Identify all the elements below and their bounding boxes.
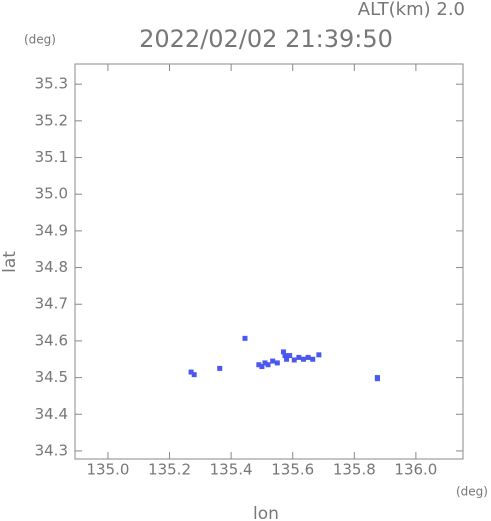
y-tick-label: 35.0 xyxy=(35,185,68,203)
y-tick-label: 35.1 xyxy=(35,148,68,166)
y-tick-label: 34.4 xyxy=(35,405,68,423)
plot-frame xyxy=(74,63,464,460)
echo-point xyxy=(217,365,223,371)
echo-point xyxy=(305,354,311,360)
y-tick-label: 34.9 xyxy=(35,221,68,239)
echo-point xyxy=(191,372,197,378)
y-tick-label: 35.3 xyxy=(35,75,68,93)
x-tick-label: 135.0 xyxy=(86,461,129,479)
echo-point xyxy=(300,356,306,362)
y-tick-label: 34.8 xyxy=(35,258,68,276)
echo-point xyxy=(274,360,280,366)
y-tick-label: 34.5 xyxy=(35,368,68,386)
x-tick-label: 136.0 xyxy=(394,461,437,479)
x-tick-label: 135.4 xyxy=(210,461,253,479)
echo-point xyxy=(280,349,286,355)
echo-point xyxy=(242,335,248,341)
echo-point xyxy=(282,353,288,359)
echo-point xyxy=(256,362,262,368)
echo-point xyxy=(262,360,268,366)
y-tick-label: 35.2 xyxy=(35,111,68,129)
echo-point xyxy=(259,364,265,370)
echo-point xyxy=(270,358,276,364)
x-unit: (deg) xyxy=(456,485,488,499)
echo-point xyxy=(291,357,297,363)
y-unit: (deg) xyxy=(24,33,56,47)
echo-point xyxy=(284,356,290,362)
x-tick-label: 135.2 xyxy=(148,461,191,479)
echo-point xyxy=(265,362,271,368)
x-tick-label: 135.6 xyxy=(271,461,314,479)
echo-point xyxy=(188,369,194,375)
echo-point xyxy=(310,356,316,362)
echo-point xyxy=(287,353,293,359)
x-tick-label: 135.8 xyxy=(333,461,376,479)
echo-point xyxy=(374,376,380,382)
x-axis-label: lon xyxy=(253,504,279,521)
chart-title: 2022/02/02 21:39:50 xyxy=(139,25,393,53)
echo-point xyxy=(296,354,302,360)
y-axis-label: lat xyxy=(0,251,20,273)
echo-point xyxy=(316,352,322,358)
y-tick-label: 34.6 xyxy=(35,331,68,349)
y-tick-label: 34.3 xyxy=(35,441,68,459)
subtitle: ALT(km) 2.0 xyxy=(358,0,465,20)
y-tick-label: 34.7 xyxy=(35,295,68,313)
